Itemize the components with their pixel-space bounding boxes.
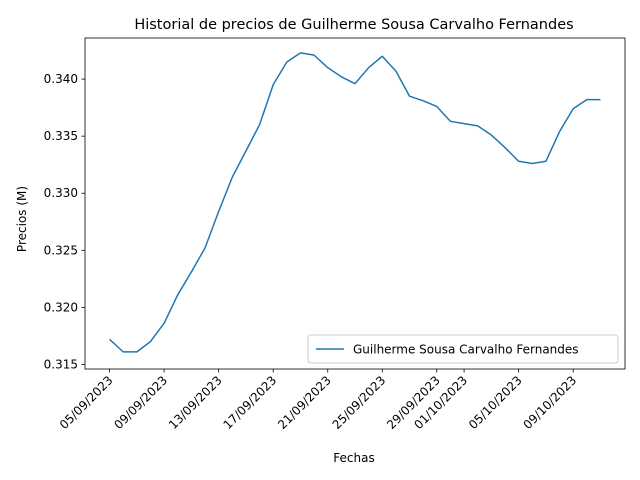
x-tick-label: 17/09/2023: [220, 373, 279, 432]
y-tick-label: 0.320: [44, 300, 78, 314]
y-axis-label: Precios (M): [15, 186, 29, 252]
x-tick-label: 05/09/2023: [57, 373, 116, 432]
axes-frame: [84, 37, 626, 370]
y-tick-label: 0.325: [44, 243, 78, 257]
y-tick-label: 0.330: [44, 186, 78, 200]
legend: Guilherme Sousa Carvalho Fernandes: [307, 334, 619, 364]
x-tick-label: 21/09/2023: [275, 373, 334, 432]
x-axis-label: Fechas: [333, 451, 374, 465]
y-tick-label: 0.335: [44, 129, 78, 143]
chart-title: Historial de precios de Guilherme Sousa …: [134, 17, 573, 33]
x-axis: 05/09/202309/09/202313/09/202317/09/2023…: [57, 369, 579, 432]
x-tick-label: 09/09/2023: [111, 373, 170, 432]
x-tick-label: 05/10/2023: [466, 373, 525, 432]
legend-box: [307, 334, 619, 364]
legend-label: Guilherme Sousa Carvalho Fernandes: [353, 343, 579, 357]
x-tick-label: 13/09/2023: [166, 373, 225, 432]
x-tick-label: 09/10/2023: [520, 373, 579, 432]
series-line: [109, 52, 601, 353]
y-tick-label: 0.315: [44, 357, 78, 371]
y-tick-label: 0.340: [44, 72, 78, 86]
y-axis: 0.315 0.320 0.325 0.330 0.335 0.340: [44, 72, 85, 371]
plot-area: [84, 37, 626, 370]
x-tick-label: 25/09/2023: [330, 373, 389, 432]
